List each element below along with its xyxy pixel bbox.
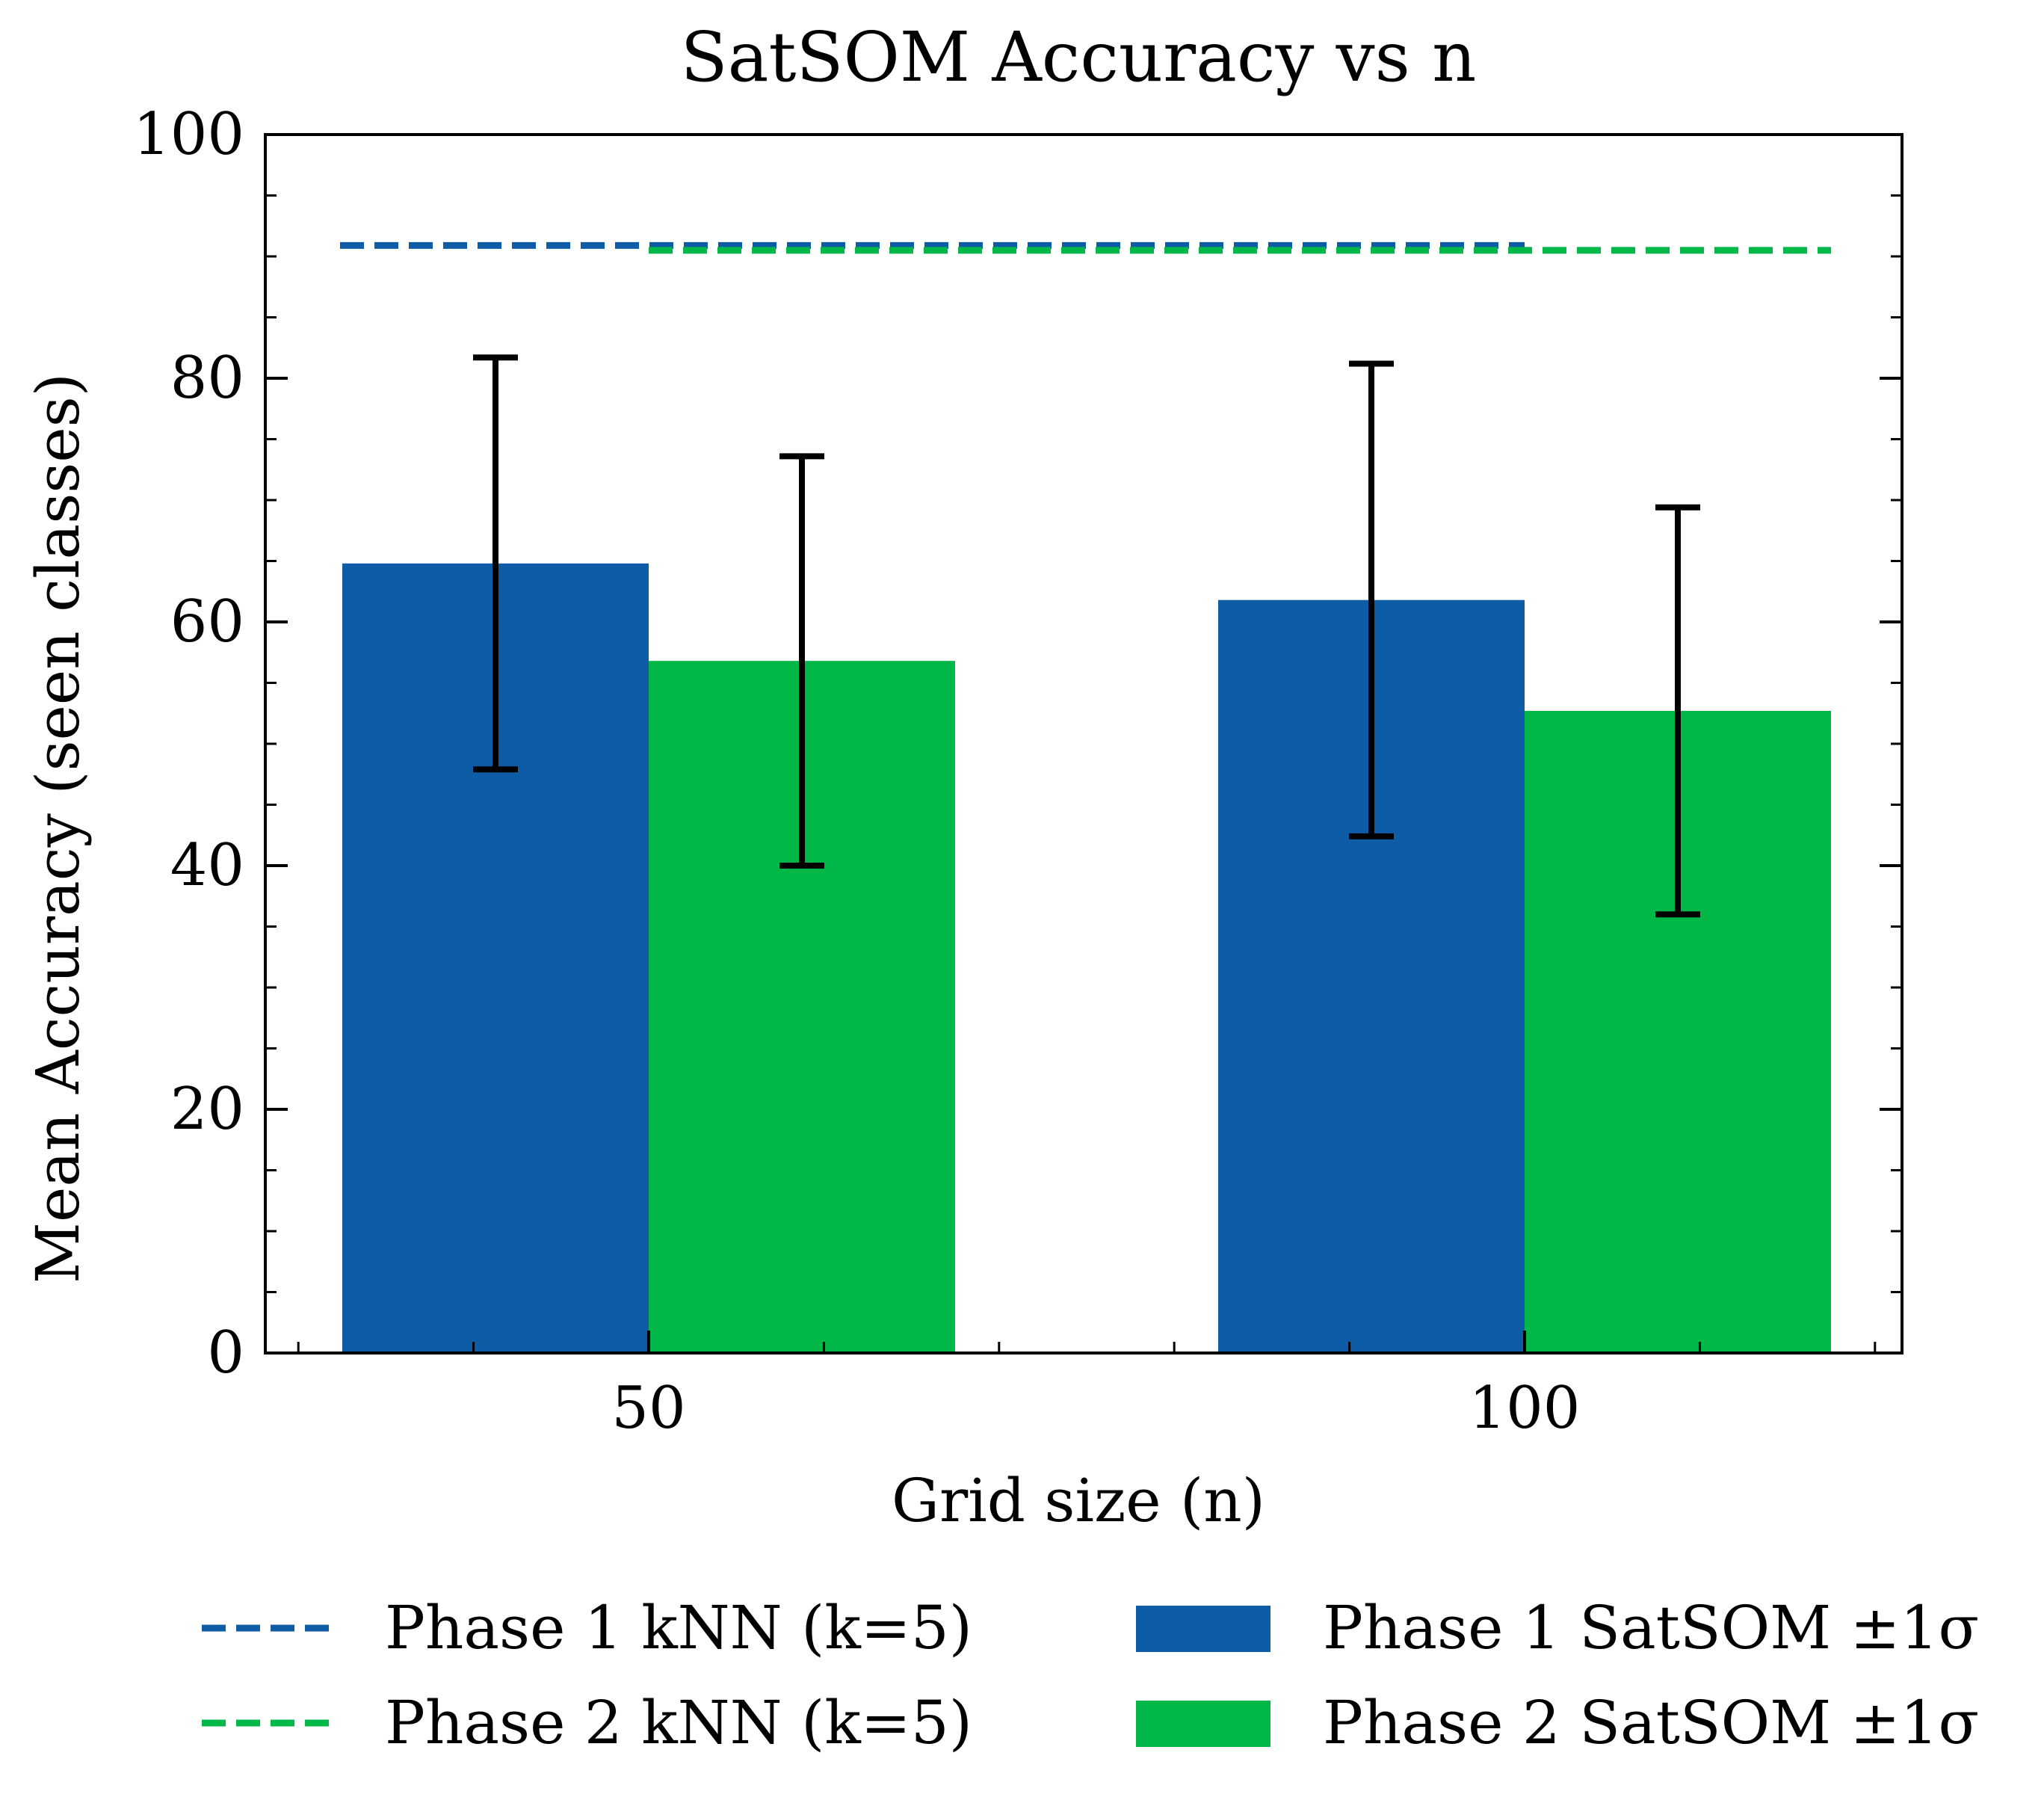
x-tick-label: 100 — [1469, 1375, 1581, 1442]
y-tick-label: 20 — [170, 1076, 244, 1143]
y-tick-label: 60 — [170, 588, 244, 656]
legend-swatch-4 — [1136, 1701, 1270, 1747]
legend-label-4: Phase 2 SatSOM ±1σ — [1323, 1688, 1979, 1757]
y-tick-label: 80 — [170, 345, 244, 412]
legend-label-2: Phase 2 kNN (k=5) — [385, 1688, 972, 1757]
y-tick-label: 100 — [133, 101, 244, 168]
legend-swatch-3 — [1136, 1606, 1270, 1652]
legend-label-1: Phase 1 kNN (k=5) — [385, 1593, 972, 1662]
legend-label-3: Phase 1 SatSOM ±1σ — [1323, 1593, 1979, 1662]
y-axis-title: Mean Accuracy (seen classes) — [23, 373, 93, 1283]
chart-title: SatSOM Accuracy vs n — [681, 17, 1477, 97]
y-tick-label: 40 — [170, 832, 244, 899]
x-tick-label: 50 — [611, 1375, 685, 1442]
plot-area: 0 20 40 60 80 100 50 100 — [133, 101, 1903, 1442]
legend: Phase 1 kNN (k=5) Phase 2 kNN (k=5) Phase … — [202, 1593, 1979, 1757]
x-axis-title: Grid size (n) — [892, 1466, 1265, 1535]
y-tick-label: 0 — [207, 1319, 244, 1387]
